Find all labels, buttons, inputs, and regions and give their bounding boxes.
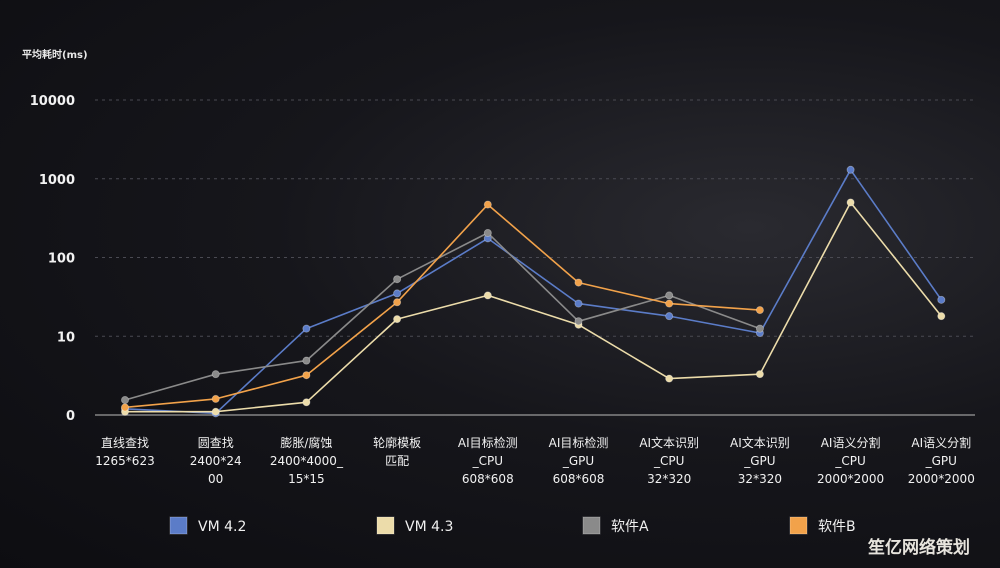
- legend-label: VM 4.2: [198, 519, 246, 535]
- x-tick-label: AI文本识别 _CPU 32*320: [639, 435, 699, 486]
- x-tick-line: 00: [208, 472, 223, 486]
- watermark: 笙亿网络策划: [867, 537, 970, 558]
- data-point: [121, 396, 130, 405]
- data-point: [211, 394, 220, 403]
- legend-label: 软件A: [611, 519, 649, 535]
- series-VM 4.2: [121, 165, 946, 418]
- data-point: [302, 324, 311, 333]
- data-point: [574, 278, 583, 287]
- data-point: [755, 370, 764, 379]
- x-tick-line: 2000*2000: [817, 472, 884, 486]
- legend-swatch: [169, 516, 188, 535]
- grid-layer: [95, 99, 975, 416]
- data-point: [755, 324, 764, 333]
- x-tick-line: AI文本识别: [639, 435, 699, 450]
- x-tick-line: 匹配: [385, 454, 409, 468]
- y-tick-labels: 0 10 100 1000 10000: [30, 94, 75, 424]
- data-point: [302, 398, 311, 407]
- x-tick-line: 膨胀/腐蚀: [280, 435, 332, 450]
- data-point: [302, 371, 311, 380]
- data-point: [846, 198, 855, 207]
- legend: VM 4.2 VM 4.3 软件A 软件B: [169, 516, 856, 535]
- x-tick-label: AI语义分割 _CPU 2000*2000: [817, 435, 884, 486]
- x-tick-line: _CPU: [472, 454, 503, 468]
- data-point: [755, 306, 764, 315]
- x-tick-line: 32*320: [738, 472, 782, 486]
- x-tick-line: 15*15: [288, 472, 325, 486]
- x-tick-label: AI目标检测 _GPU 608*608: [549, 435, 609, 486]
- series-软件B: [121, 200, 764, 412]
- y-axis-title: 平均耗时(ms): [22, 48, 88, 61]
- data-point: [211, 370, 220, 379]
- x-tick-line: _CPU: [653, 454, 684, 468]
- y-tick-label: 1000: [39, 173, 75, 188]
- x-tick-label: AI语义分割 _GPU 2000*2000: [908, 435, 975, 486]
- x-tick-labels: 直线查找 1265*623 圆查找 2400*24 00 膨胀/腐蚀 2400*4000_ 1…: [95, 435, 975, 486]
- x-tick-label: AI目标检测 _CPU 608*608: [458, 435, 518, 486]
- data-point: [665, 299, 674, 308]
- data-point: [483, 200, 492, 209]
- data-point: [665, 374, 674, 383]
- legend-swatch: [582, 516, 601, 535]
- data-point: [665, 291, 674, 300]
- y-tick-label: 100: [48, 252, 75, 267]
- x-tick-line: _GPU: [743, 454, 775, 468]
- x-tick-line: AI目标检测: [549, 435, 609, 450]
- data-point: [937, 312, 946, 321]
- data-point: [393, 315, 402, 324]
- y-tick-label: 10: [57, 330, 75, 345]
- data-point: [665, 312, 674, 321]
- data-point: [393, 289, 402, 298]
- x-tick-line: 2400*24: [190, 454, 242, 468]
- data-point: [846, 165, 855, 174]
- legend-swatch: [789, 516, 808, 535]
- data-point: [483, 291, 492, 300]
- x-tick-line: _GPU: [562, 454, 594, 468]
- x-tick-line: 32*320: [647, 472, 691, 486]
- x-tick-line: 圆查找: [198, 436, 234, 450]
- data-point: [211, 407, 220, 416]
- y-tick-label: 0: [66, 409, 75, 424]
- series-VM 4.3: [121, 198, 946, 416]
- data-point: [574, 299, 583, 308]
- legend-label: VM 4.3: [405, 519, 453, 535]
- x-tick-label: 直线查找 1265*623: [95, 436, 154, 468]
- series-line: [124, 203, 760, 409]
- series-line: [124, 169, 942, 415]
- x-tick-line: 轮廓模板: [373, 435, 421, 450]
- data-point: [302, 356, 311, 365]
- x-tick-label: 轮廓模板匹配: [373, 435, 421, 468]
- x-tick-line: AI语义分割: [821, 435, 881, 450]
- x-tick-line: 608*608: [553, 472, 605, 486]
- x-tick-line: 2400*4000_: [270, 454, 344, 468]
- x-tick-line: AI目标检测: [458, 435, 518, 450]
- data-point: [483, 228, 492, 237]
- series-layer: [121, 165, 946, 418]
- x-tick-line: 直线查找: [101, 436, 149, 450]
- data-point: [121, 403, 130, 412]
- x-tick-line: _CPU: [834, 454, 865, 468]
- legend-swatch: [376, 516, 395, 535]
- x-tick-line: _GPU: [925, 454, 957, 468]
- x-tick-line: 1265*623: [95, 454, 154, 468]
- data-point: [937, 295, 946, 304]
- x-tick-line: AI语义分割: [911, 435, 971, 450]
- x-tick-line: 608*608: [462, 472, 514, 486]
- x-tick-label: AI文本识别 _GPU 32*320: [730, 435, 790, 486]
- data-point: [574, 317, 583, 326]
- x-tick-label: 膨胀/腐蚀 2400*4000_ 15*15: [270, 435, 344, 486]
- x-tick-label: 圆查找 2400*24 00: [190, 436, 242, 486]
- series-line: [125, 201, 942, 413]
- x-tick-line: AI文本识别: [730, 435, 790, 450]
- y-tick-label: 10000: [30, 94, 75, 109]
- x-tick-line: 2000*2000: [908, 472, 975, 486]
- data-point: [393, 275, 402, 284]
- data-point: [393, 298, 402, 307]
- legend-label: 软件B: [818, 519, 856, 535]
